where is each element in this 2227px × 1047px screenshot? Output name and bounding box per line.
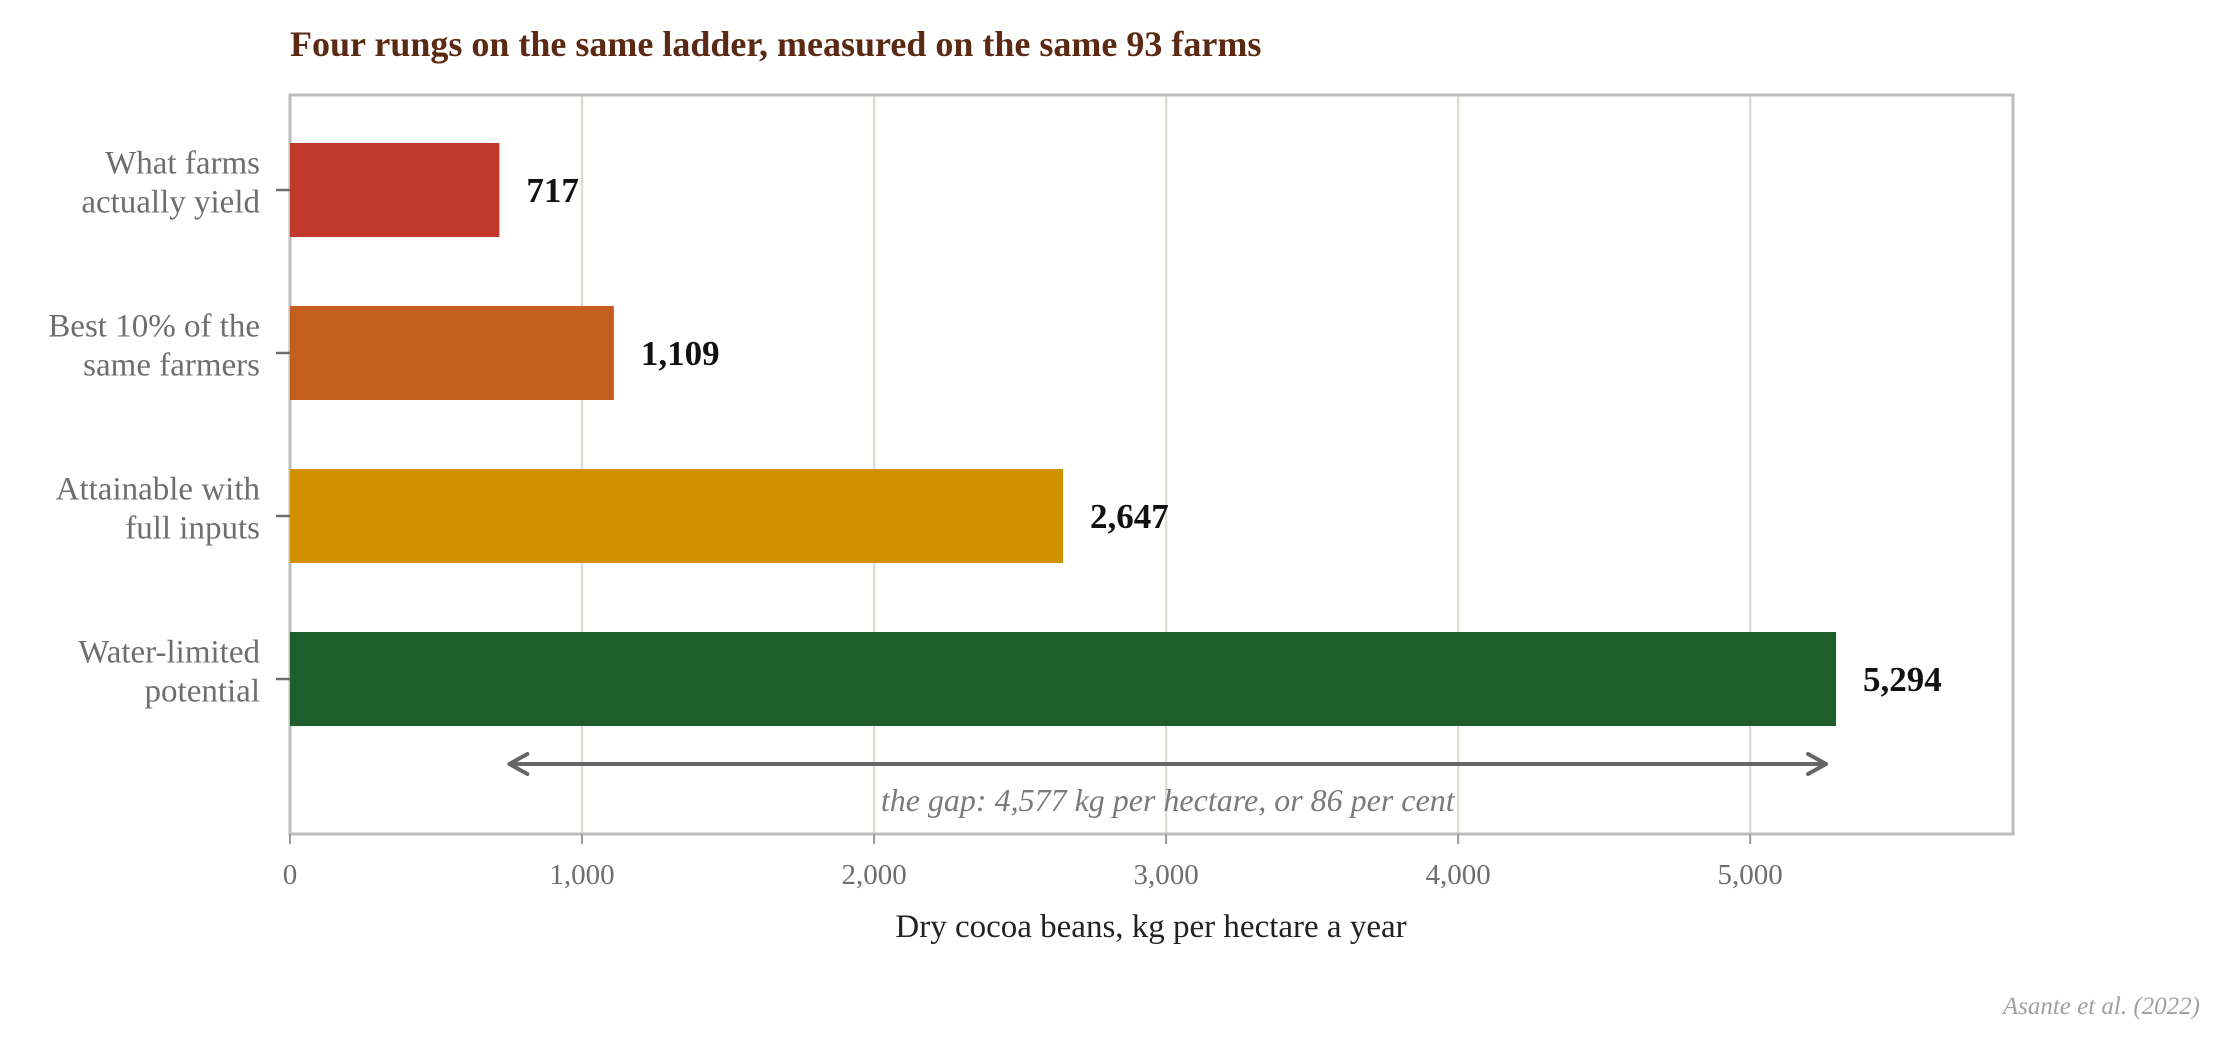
gap-arrow-head-right [1806, 752, 1829, 776]
gap-annotation-text: the gap: 4,577 kg per hectare, or 86 per… [881, 782, 1456, 818]
chart-title: Four rungs on the same ladder, measured … [290, 24, 1261, 64]
x-tick-label: 3,000 [1133, 859, 1198, 891]
bar [290, 143, 500, 237]
gap-arrow-head-left [507, 752, 530, 776]
category-label: same farmers [83, 348, 260, 384]
category-label: Attainable with [56, 472, 261, 508]
category-label: full inputs [125, 511, 260, 547]
x-tick-label: 0 [283, 859, 298, 891]
bar [290, 469, 1064, 563]
category-label: Water-limited [78, 635, 260, 671]
bar [290, 632, 1837, 726]
bar-value-label: 1,109 [641, 334, 720, 373]
plot-frame [288, 93, 2015, 836]
x-axis-ticks: 0 1,000 2,000 3,000 4,000 5,000 [283, 834, 1783, 891]
source-note: Asante et al. (2022) [2001, 993, 2200, 1020]
category-label: potential [145, 674, 260, 710]
category-label: Best 10% of the [48, 309, 260, 345]
x-tick-label: 1,000 [549, 859, 614, 891]
x-axis-title: Dry cocoa beans, kg per hectare a year [895, 909, 1406, 945]
x-tick-label: 4,000 [1426, 859, 1491, 891]
bar-value-label: 5,294 [1863, 660, 1942, 699]
bar-value-label: 2,647 [1090, 497, 1169, 536]
x-tick-label: 2,000 [841, 859, 906, 891]
gap-annotation: the gap: 4,577 kg per hectare, or 86 per… [507, 752, 1829, 818]
category-label: What farms [105, 146, 260, 182]
bars: 717 1,109 2,647 5,294 [290, 143, 1942, 726]
bar-value-label: 717 [526, 171, 579, 210]
bar [290, 306, 614, 400]
x-tick-label: 5,000 [1718, 859, 1783, 891]
category-label: actually yield [81, 185, 260, 221]
